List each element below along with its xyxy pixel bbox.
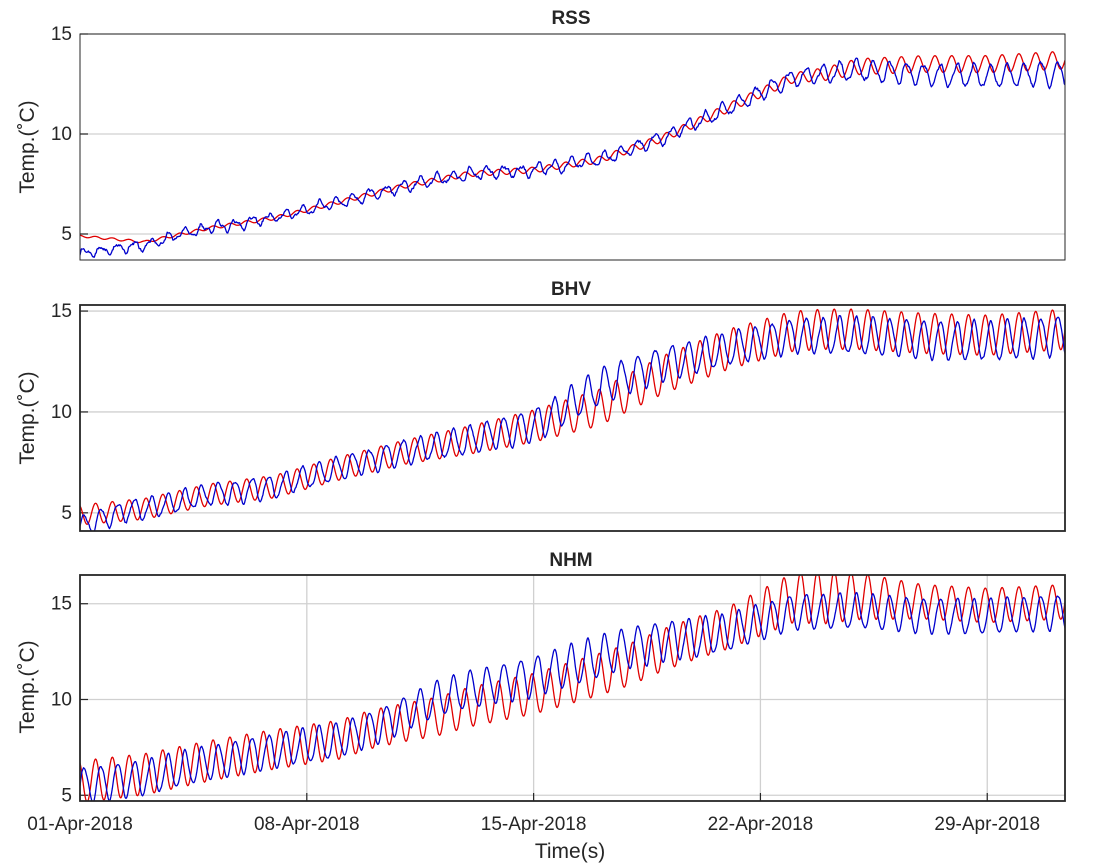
series-line-blue xyxy=(80,57,1065,258)
y-tick-label: 5 xyxy=(61,785,72,806)
x-tick-label: 15-Apr-2018 xyxy=(481,814,587,835)
y-axis-label-bhv: Temp.(˚C) xyxy=(16,371,39,464)
y-axis-label-rss: Temp.(˚C) xyxy=(16,100,39,193)
panel-bhv: BHV Temp.(˚C) 5 10 15 xyxy=(16,279,1066,532)
axes-box xyxy=(79,574,1066,802)
x-tick-label: 08-Apr-2018 xyxy=(254,814,360,835)
series-line-blue xyxy=(80,314,1065,531)
axes-box xyxy=(79,33,1066,261)
y-axis-label-nhm: Temp.(˚C) xyxy=(16,640,39,733)
x-tick-label: 22-Apr-2018 xyxy=(708,814,814,835)
series-line-red xyxy=(80,575,1065,801)
axes-box xyxy=(79,304,1066,532)
panel-nhm: NHM Temp.(˚C) 5 10 15 xyxy=(16,550,1066,806)
series-line-blue xyxy=(80,591,1065,801)
panel-title-rss: RSS xyxy=(551,8,590,29)
y-tick-label: 15 xyxy=(51,301,72,322)
panel-rss: RSS Temp.(˚C) 5 10 15 xyxy=(16,8,1066,261)
series-line-red xyxy=(80,308,1065,525)
panel-title-bhv: BHV xyxy=(551,279,591,300)
panel-title-nhm: NHM xyxy=(549,550,592,571)
x-axis-label: Time(s) xyxy=(535,840,605,863)
y-tick-label: 15 xyxy=(51,594,72,615)
y-tick-label: 10 xyxy=(51,689,72,710)
y-tick-label: 10 xyxy=(51,124,72,145)
series-line-red xyxy=(80,51,1065,244)
x-tick-label: 29-Apr-2018 xyxy=(934,814,1040,835)
y-tick-label: 15 xyxy=(51,24,72,45)
y-tick-label: 10 xyxy=(51,402,72,423)
x-tick-labels: 01-Apr-2018 08-Apr-2018 15-Apr-2018 22-Apr-… xyxy=(27,814,1040,835)
x-tick-label: 01-Apr-2018 xyxy=(27,814,133,835)
y-tick-label: 5 xyxy=(61,503,72,524)
y-tick-label: 5 xyxy=(61,224,72,245)
